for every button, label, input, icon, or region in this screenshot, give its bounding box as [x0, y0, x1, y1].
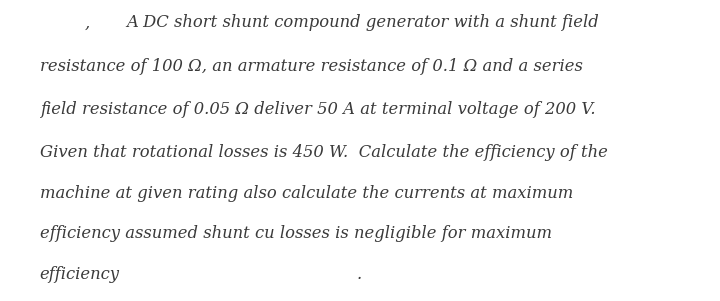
Text: Given that rotational losses is 450 W.  Calculate the efficiency of the: Given that rotational losses is 450 W. C… — [40, 144, 608, 161]
Text: ,: , — [85, 14, 90, 32]
Text: efficiency assumed shunt cu losses is negligible for maximum: efficiency assumed shunt cu losses is ne… — [40, 225, 552, 242]
Text: field resistance of 0.05 Ω deliver 50 A at terminal voltage of 200 V.: field resistance of 0.05 Ω deliver 50 A … — [40, 101, 595, 118]
Text: .: . — [356, 266, 361, 283]
Text: efficiency: efficiency — [40, 266, 120, 283]
Text: A DC short shunt compound generator with a shunt field: A DC short shunt compound generator with… — [126, 14, 599, 32]
Text: resistance of 100 Ω, an armature resistance of 0.1 Ω and a series: resistance of 100 Ω, an armature resista… — [40, 58, 582, 75]
Text: machine at given rating also calculate the currents at maximum: machine at given rating also calculate t… — [40, 185, 573, 202]
